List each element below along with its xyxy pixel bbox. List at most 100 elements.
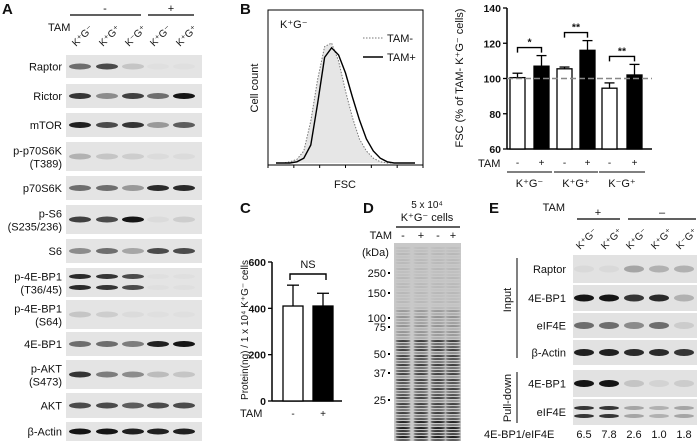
panel-label-d: D: [363, 200, 374, 217]
lane-label: K⁺G⁺: [174, 24, 199, 49]
bar: [579, 49, 596, 150]
gel-band: [413, 331, 429, 333]
gel-band: [395, 421, 411, 423]
band: [624, 294, 644, 302]
band: [649, 349, 669, 356]
gel-band: [430, 391, 446, 393]
gel-band: [395, 406, 411, 408]
y-tick-label: 100: [483, 74, 501, 86]
gel-band: [395, 268, 411, 270]
band: [69, 285, 91, 290]
gel-band: [413, 274, 429, 276]
gel-band: [430, 274, 446, 276]
row-label-site: (T389): [30, 159, 62, 171]
gel-band: [413, 325, 429, 327]
gel-band: [430, 367, 446, 369]
gel-band: [430, 424, 446, 426]
gel-band: [395, 253, 411, 255]
band: [173, 185, 195, 191]
tam-label: TAM: [478, 158, 500, 170]
band: [122, 185, 144, 191]
gel-band: [430, 283, 446, 285]
gel-band: [445, 322, 461, 324]
gel-band: [413, 361, 429, 363]
gel-band: [445, 289, 461, 291]
band: [96, 248, 118, 254]
gel-band: [430, 298, 446, 300]
lane-label: K⁺G⁺: [649, 227, 674, 252]
gel-band: [430, 304, 446, 306]
band: [147, 311, 169, 318]
gel-band: [445, 424, 461, 426]
band: [649, 414, 669, 418]
row-label: S6: [49, 246, 62, 258]
gel-band: [430, 280, 446, 282]
lane-label: K⁺G⁻: [624, 227, 649, 252]
gel-band: [430, 265, 446, 267]
gel-band: [430, 382, 446, 384]
band: [173, 93, 195, 99]
band: [649, 294, 669, 302]
ratio-value: 2.6: [626, 429, 641, 441]
bar: [509, 76, 526, 150]
gel-band: [413, 322, 429, 324]
gel-band: [413, 433, 429, 435]
gel-band: [445, 355, 461, 357]
band: [599, 406, 619, 410]
band: [96, 63, 118, 70]
gel-band: [445, 313, 461, 315]
row-label: p-S6: [39, 209, 62, 221]
band: [69, 216, 91, 223]
gel-band: [395, 385, 411, 387]
gel-lane-area: [394, 243, 461, 441]
gel-band: [413, 280, 429, 282]
gel-band: [445, 301, 461, 303]
gel-band: [430, 271, 446, 273]
gel-band: [413, 304, 429, 306]
gel-band: [413, 301, 429, 303]
y-axis-label: Cell count: [249, 64, 261, 113]
gel-band: [413, 427, 429, 429]
band: [69, 311, 91, 318]
gel-band: [395, 313, 411, 315]
gel-band: [430, 286, 446, 288]
gel-band: [413, 406, 429, 408]
gel-band: [413, 385, 429, 387]
gel-band: [395, 367, 411, 369]
gel-band: [445, 250, 461, 252]
lane-label: K⁻G⁺: [674, 227, 699, 252]
band: [147, 153, 169, 160]
gel-band: [445, 337, 461, 339]
band: [173, 248, 195, 254]
gel-band: [413, 340, 429, 342]
tam-label: TAM: [370, 230, 392, 242]
band: [147, 248, 169, 254]
gel-band: [413, 313, 429, 315]
band: [96, 185, 118, 191]
tam-lane: +: [450, 230, 456, 242]
marker-dot: [388, 272, 390, 274]
gel-band: [430, 301, 446, 303]
band: [173, 341, 195, 347]
gel-band: [413, 268, 429, 270]
gel-band: [445, 274, 461, 276]
row-label-site: (S235/236): [8, 222, 62, 234]
gel-band: [430, 364, 446, 366]
gel-band: [395, 394, 411, 396]
y-tick-label: 120: [483, 38, 501, 50]
gel-band: [395, 424, 411, 426]
gel-band: [445, 367, 461, 369]
gel-band: [445, 376, 461, 378]
header-cell-type: K⁺G⁻ cells: [401, 212, 454, 224]
gel-band: [413, 328, 429, 330]
band: [574, 380, 594, 387]
tam-tick: -: [291, 409, 294, 420]
band: [147, 122, 169, 128]
gel-band: [395, 334, 411, 336]
gel-band: [395, 397, 411, 399]
panel-label-e: E: [489, 200, 499, 217]
band: [96, 285, 118, 290]
gel-band: [395, 286, 411, 288]
bar: [626, 74, 643, 150]
significance-mark: *: [527, 37, 532, 49]
